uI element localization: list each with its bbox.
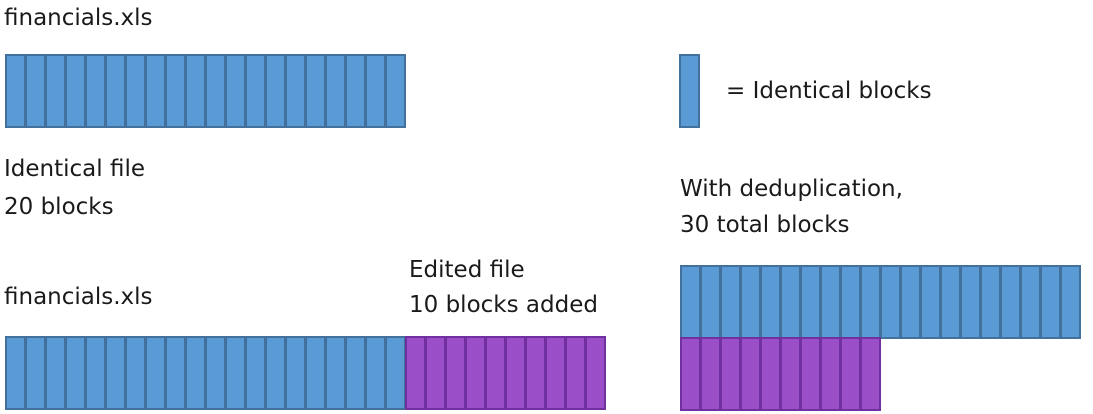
- dedup-identical-blocks: [680, 265, 1081, 339]
- edited-file-blocks: [5, 336, 606, 410]
- identical-block: [679, 54, 700, 128]
- identical-block: [820, 265, 841, 339]
- dedup-caption-line1: With deduplication,: [680, 176, 903, 202]
- original-file-blocks: [5, 54, 406, 128]
- added-block: [445, 336, 466, 410]
- added-block: [840, 337, 861, 411]
- added-block: [565, 336, 586, 410]
- added-block: [505, 336, 526, 410]
- added-block: [820, 337, 841, 411]
- identical-block: [1060, 265, 1081, 339]
- identical-block: [265, 336, 286, 410]
- identical-block: [25, 336, 46, 410]
- identical-block: [5, 336, 26, 410]
- identical-block: [345, 54, 366, 128]
- identical-block: [1020, 265, 1041, 339]
- identical-block: [265, 54, 286, 128]
- identical-block: [105, 336, 126, 410]
- identical-block: [960, 265, 981, 339]
- edited-file-caption-line2: 10 blocks added: [409, 292, 598, 318]
- identical-block: [25, 54, 46, 128]
- identical-block: [125, 54, 146, 128]
- identical-block: [1040, 265, 1061, 339]
- identical-block: [185, 336, 206, 410]
- edited-file-caption-line1: Edited file: [409, 257, 525, 283]
- added-block: [425, 336, 446, 410]
- identical-block: [325, 54, 346, 128]
- identical-block: [680, 265, 701, 339]
- original-file-caption-line1: Identical file: [4, 156, 145, 182]
- added-block: [465, 336, 486, 410]
- identical-block: [860, 265, 881, 339]
- identical-block: [740, 265, 761, 339]
- identical-block: [145, 54, 166, 128]
- identical-block: [245, 54, 266, 128]
- identical-block: [205, 54, 226, 128]
- added-block: [740, 337, 761, 411]
- identical-block: [65, 54, 86, 128]
- identical-block: [165, 54, 186, 128]
- identical-block: [45, 54, 66, 128]
- identical-block: [85, 54, 106, 128]
- identical-block: [1000, 265, 1021, 339]
- identical-block: [385, 336, 406, 410]
- added-block: [800, 337, 821, 411]
- added-block: [525, 336, 546, 410]
- added-block: [720, 337, 741, 411]
- identical-block: [760, 265, 781, 339]
- dedup-caption-line2: 30 total blocks: [680, 212, 850, 238]
- added-block: [700, 337, 721, 411]
- identical-block: [205, 336, 226, 410]
- edited-file-title: financials.xls: [4, 284, 153, 310]
- identical-block: [45, 336, 66, 410]
- identical-block: [285, 336, 306, 410]
- added-block: [780, 337, 801, 411]
- identical-block: [385, 54, 406, 128]
- identical-block: [720, 265, 741, 339]
- identical-block: [245, 336, 266, 410]
- identical-block: [345, 336, 366, 410]
- identical-block: [125, 336, 146, 410]
- dedup-added-blocks: [680, 337, 881, 411]
- identical-block: [700, 265, 721, 339]
- identical-block: [85, 336, 106, 410]
- identical-block: [225, 54, 246, 128]
- added-block: [485, 336, 506, 410]
- identical-block: [980, 265, 1001, 339]
- identical-block: [880, 265, 901, 339]
- added-block: [760, 337, 781, 411]
- identical-block: [325, 336, 346, 410]
- identical-block: [285, 54, 306, 128]
- identical-block: [145, 336, 166, 410]
- added-block: [860, 337, 881, 411]
- identical-block: [305, 336, 326, 410]
- identical-block: [840, 265, 861, 339]
- identical-block: [65, 336, 86, 410]
- identical-block: [185, 54, 206, 128]
- identical-block: [800, 265, 821, 339]
- identical-block: [940, 265, 961, 339]
- identical-block: [165, 336, 186, 410]
- identical-block: [105, 54, 126, 128]
- original-file-title: financials.xls: [4, 5, 153, 31]
- identical-block: [225, 336, 246, 410]
- added-block: [405, 336, 426, 410]
- identical-block: [365, 336, 386, 410]
- legend-block-swatch: [679, 54, 700, 128]
- identical-block: [920, 265, 941, 339]
- identical-block: [900, 265, 921, 339]
- identical-block: [780, 265, 801, 339]
- identical-block: [5, 54, 26, 128]
- added-block: [545, 336, 566, 410]
- legend-text: = Identical blocks: [726, 78, 932, 104]
- added-block: [585, 336, 606, 410]
- original-file-caption-line2: 20 blocks: [4, 194, 114, 220]
- added-block: [680, 337, 701, 411]
- identical-block: [305, 54, 326, 128]
- identical-block: [365, 54, 386, 128]
